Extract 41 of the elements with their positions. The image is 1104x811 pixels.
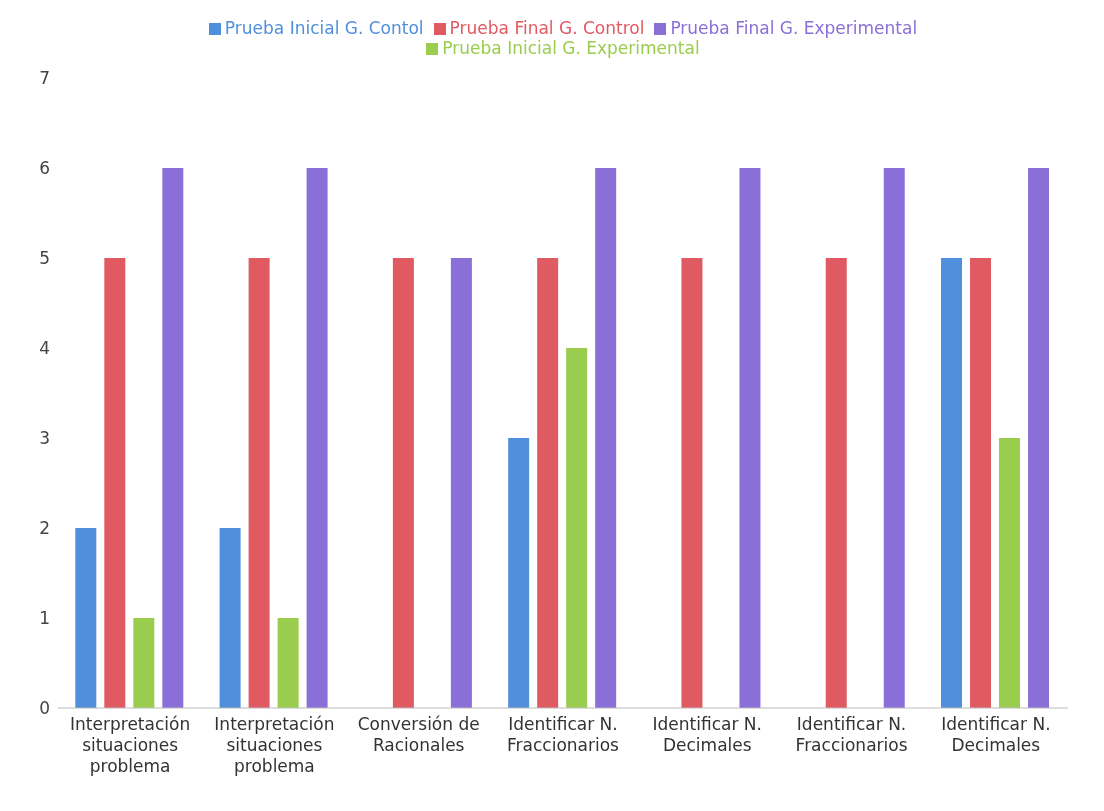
y-tick-label: 0 bbox=[39, 698, 50, 719]
bar bbox=[277, 618, 299, 708]
x-tick-label: Interpretación situaciones problema bbox=[70, 714, 191, 776]
bar bbox=[883, 168, 905, 708]
y-tick-label: 6 bbox=[39, 158, 50, 179]
bar bbox=[162, 168, 184, 708]
legend-label: Prueba Inicial G. Experimental bbox=[442, 38, 700, 58]
y-tick-label: 7 bbox=[39, 68, 50, 89]
bar bbox=[508, 438, 530, 708]
bar bbox=[392, 258, 414, 708]
bar bbox=[306, 168, 328, 708]
bar bbox=[133, 618, 155, 708]
bar bbox=[537, 258, 559, 708]
bar bbox=[595, 168, 617, 708]
y-tick-label: 3 bbox=[39, 428, 50, 449]
bar bbox=[970, 258, 992, 708]
bar bbox=[739, 168, 761, 708]
bar bbox=[566, 348, 588, 708]
bar bbox=[248, 258, 270, 708]
x-tick-label: Identificar N. Fraccionarios bbox=[795, 714, 908, 755]
legend-label: Prueba Final G. Control bbox=[449, 18, 645, 38]
legend-label: Prueba Inicial G. Contol bbox=[224, 18, 424, 38]
bar bbox=[941, 258, 963, 708]
bar bbox=[104, 258, 126, 708]
x-tick-label: Identificar N. Decimales bbox=[941, 714, 1051, 755]
bar bbox=[450, 258, 472, 708]
y-tick-label: 4 bbox=[39, 338, 50, 359]
y-tick-label: 2 bbox=[39, 518, 50, 539]
bar bbox=[825, 258, 847, 708]
x-tick-label: Interpretación situaciones problema bbox=[214, 714, 335, 776]
bar bbox=[75, 528, 97, 708]
x-tick-label: Conversión de Racionales bbox=[357, 714, 480, 755]
bar bbox=[999, 438, 1021, 708]
x-tick-label: Identificar N. Decimales bbox=[652, 714, 762, 755]
legend-label: Prueba Final G. Experimental bbox=[670, 18, 918, 38]
bar bbox=[1028, 168, 1050, 708]
x-tick-label: Identificar N. Fraccionarios bbox=[507, 714, 620, 755]
y-tick-label: 1 bbox=[39, 608, 50, 629]
bar bbox=[681, 258, 703, 708]
y-tick-label: 5 bbox=[39, 248, 50, 269]
bar bbox=[219, 528, 241, 708]
